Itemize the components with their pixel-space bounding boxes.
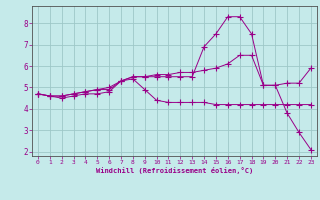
X-axis label: Windchill (Refroidissement éolien,°C): Windchill (Refroidissement éolien,°C) bbox=[96, 167, 253, 174]
